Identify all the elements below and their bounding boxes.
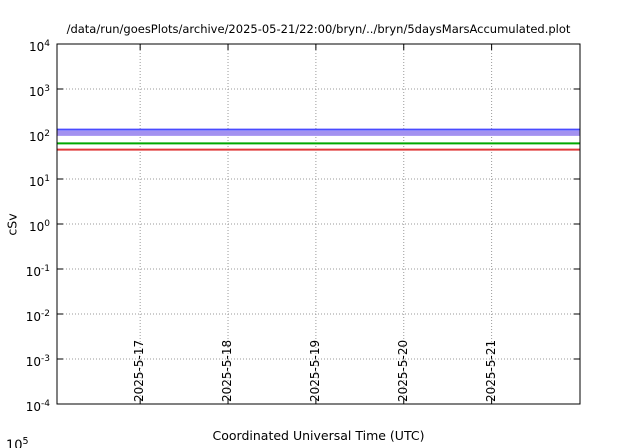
y-tick-label: 10-1 xyxy=(25,264,50,279)
y-tick-label: 103 xyxy=(28,84,50,99)
y-tick-label: 100 xyxy=(28,219,50,234)
plot-border xyxy=(56,43,581,405)
y-tick-label: 101 xyxy=(28,174,50,189)
x-tick-label: 2025-5-18 xyxy=(220,339,235,402)
y-tick-label: 10-2 xyxy=(25,309,50,324)
x-tick-label: 2025-5-19 xyxy=(307,339,322,402)
plot-title: /data/run/goesPlots/archive/2025-05-21/2… xyxy=(66,22,571,36)
x-tick-label: 2025-5-17 xyxy=(132,339,147,402)
y-axis-label: cSv xyxy=(4,213,20,236)
y-tick-label: 104 xyxy=(28,39,50,54)
x-axis-label: Coordinated Universal Time (UTC) xyxy=(212,428,425,443)
y-tick-label: 102 xyxy=(28,129,50,144)
x-tick-label: 2025-5-20 xyxy=(395,339,410,402)
y-tick-label: 10-4 xyxy=(25,399,50,414)
x-tick-label: 2025-5-21 xyxy=(483,339,498,402)
y-tick-label: 10-3 xyxy=(25,354,50,369)
partial-next-plot-label: 105 xyxy=(6,436,29,448)
